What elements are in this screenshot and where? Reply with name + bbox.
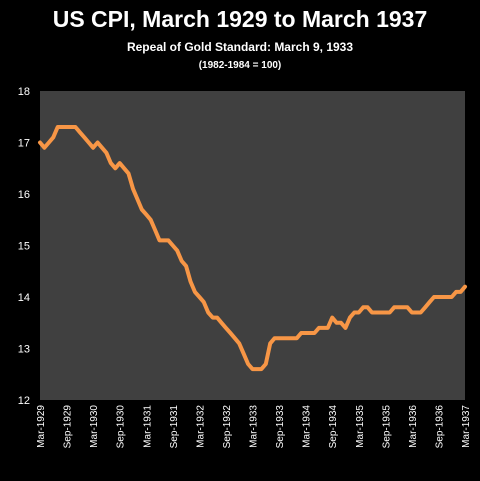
x-tick-label: Mar-1929 <box>36 405 47 448</box>
x-tick-label: Sep-1932 <box>222 405 233 449</box>
x-tick-label: Mar-1934 <box>302 405 313 448</box>
x-tick-label: Mar-1932 <box>195 405 206 448</box>
y-tick-label: 12 <box>18 395 30 407</box>
x-tick-label: Sep-1936 <box>434 405 445 449</box>
x-tick-label: Sep-1935 <box>381 405 392 449</box>
x-tick-label: Sep-1934 <box>328 405 339 449</box>
x-tick-label: Mar-1931 <box>142 405 153 448</box>
x-tick-label: Sep-1931 <box>169 405 180 449</box>
x-tick-label: Sep-1933 <box>275 405 286 449</box>
y-tick-label: 13 <box>18 344 30 356</box>
y-tick-label: 18 <box>18 86 30 98</box>
plot-area <box>40 91 465 400</box>
y-tick-label: 15 <box>18 241 30 253</box>
chart-subtitle: Repeal of Gold Standard: March 9, 1933 <box>126 40 354 54</box>
y-tick-label: 17 <box>18 138 30 150</box>
cpi-series-line <box>38 125 467 372</box>
y-tick-label: 14 <box>18 292 30 304</box>
x-tick-label: Mar-1935 <box>355 405 366 448</box>
x-tick-label: Mar-1936 <box>408 405 419 448</box>
chart-title: US CPI, March 1929 to March 1937 <box>52 6 428 32</box>
x-tick-label: Mar-1930 <box>89 405 100 448</box>
y-tick-label: 16 <box>18 189 30 201</box>
y-axis: 12 13 14 15 16 17 18 <box>18 86 30 407</box>
x-tick-label: Sep-1930 <box>116 405 127 449</box>
x-tick-label: Sep-1929 <box>63 405 74 449</box>
x-tick-label: Mar-1933 <box>249 405 260 448</box>
x-tick-label: Mar-1937 <box>461 405 472 448</box>
x-axis: Mar-1929 Sep-1929 Mar-1930 Sep-1930 Mar-1931… <box>36 405 472 449</box>
chart-note: (1982-1984 = 100) <box>198 60 282 71</box>
